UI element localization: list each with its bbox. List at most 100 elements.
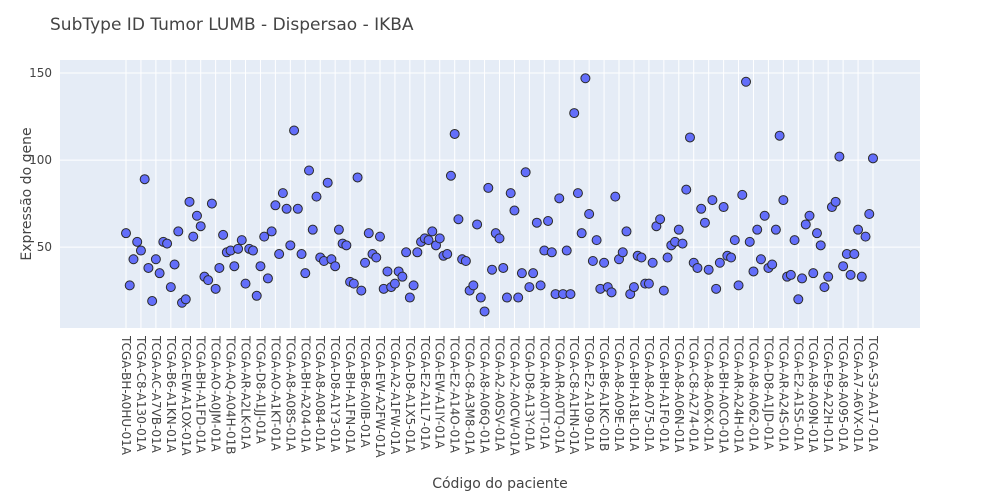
point: [699, 217, 710, 228]
point: [778, 195, 789, 206]
point: [864, 209, 875, 220]
point: [535, 280, 546, 291]
point: [240, 278, 251, 289]
point: [453, 214, 464, 225]
y-axis-title: Expressão do gene: [19, 127, 35, 260]
point: [718, 202, 729, 213]
point: [853, 224, 864, 235]
point: [169, 259, 180, 270]
point: [516, 268, 527, 279]
x-tick-label: TCGA-D8-A1X5-01A: [403, 335, 417, 454]
point: [259, 231, 270, 242]
point: [729, 235, 740, 246]
point: [296, 249, 307, 260]
plot-area: [60, 60, 920, 328]
point: [811, 228, 822, 239]
point: [554, 193, 565, 204]
point: [154, 268, 165, 279]
chart-title: SubType ID Tumor LUMB - Dispersao - IKBA: [50, 15, 414, 35]
point: [733, 280, 744, 291]
point: [374, 231, 385, 242]
x-tick-label: TCGA-BH-A1F0-01A: [657, 335, 671, 452]
x-tick-label: TCGA-AO-A1KT-01A: [268, 335, 282, 452]
point: [472, 219, 483, 230]
point: [501, 292, 512, 303]
point: [229, 261, 240, 272]
point: [804, 210, 815, 221]
x-tick-label: TCGA-A8-A09E-01A: [612, 335, 626, 452]
point: [449, 128, 460, 139]
point: [255, 261, 266, 272]
x-tick-label: TCGA-A8-A084-01A: [313, 335, 327, 452]
point: [150, 254, 161, 265]
x-tick-label: TCGA-EW-A1IY-01A: [433, 335, 447, 449]
point: [684, 132, 695, 143]
point: [341, 240, 352, 251]
point: [703, 264, 714, 275]
point: [128, 254, 139, 265]
point: [483, 182, 494, 193]
point: [236, 235, 247, 246]
x-tick-label: TCGA-A8-A06N-01A: [672, 335, 686, 453]
point: [797, 273, 808, 284]
x-tick-label: TCGA-BH-A18L-01A: [627, 335, 641, 452]
x-tick-label: TCGA-D8-A1JJ-01A: [253, 335, 267, 445]
point: [849, 249, 860, 260]
point: [210, 283, 221, 294]
point: [692, 262, 703, 273]
x-tick-label: TCGA-S3-AA17-01A: [866, 335, 880, 453]
point: [591, 235, 602, 246]
point: [531, 217, 542, 228]
x-tick-label: TCGA-AR-A0TT-01A: [537, 335, 551, 450]
point: [815, 240, 826, 251]
point: [774, 130, 785, 141]
point: [808, 268, 819, 279]
point: [270, 200, 281, 211]
point: [389, 278, 400, 289]
point: [677, 238, 688, 249]
point: [360, 257, 371, 268]
x-tick-label: TCGA-D8-A1Y3-01A: [328, 335, 342, 453]
point: [528, 268, 539, 279]
point: [404, 292, 415, 303]
point: [371, 252, 382, 263]
point: [307, 224, 318, 235]
point: [726, 252, 737, 263]
x-tick-label: TCGA-B6-A1KC-01B: [597, 335, 611, 451]
y-tick-label: 150: [29, 66, 52, 80]
x-tick-label: TCGA-A2-A0SV-01A: [493, 335, 507, 452]
point: [434, 233, 445, 244]
point: [580, 73, 591, 84]
point: [382, 266, 393, 277]
x-tick-label: TCGA-A8-A09N-01A: [806, 335, 820, 453]
point: [662, 252, 673, 263]
point: [628, 282, 639, 293]
x-tick-label: TCGA-A8-A095-01A: [836, 335, 850, 452]
point: [356, 285, 367, 296]
point: [755, 254, 766, 265]
point: [412, 247, 423, 258]
x-tick-label: TCGA-AC-A7VB-01A: [149, 335, 163, 454]
point: [546, 247, 557, 258]
x-tick-label: TCGA-BH-A1FD-01A: [194, 335, 208, 454]
point: [289, 125, 300, 136]
point: [838, 261, 849, 272]
x-tick-label: TCGA-E2-A14O-01A: [448, 335, 462, 454]
point: [707, 195, 718, 206]
x-tick-label: TCGA-E9-A22H-01A: [821, 335, 835, 453]
x-tick-label: TCGA-A8-A062-01A: [746, 335, 760, 452]
point: [505, 188, 516, 199]
x-tick-label: TCGA-B6-A0IB-01A: [358, 335, 372, 448]
point: [281, 203, 292, 214]
point: [427, 226, 438, 237]
x-axis-title: Código do paciente: [432, 476, 568, 492]
point: [658, 285, 669, 296]
point: [468, 280, 479, 291]
point: [767, 259, 778, 270]
point: [445, 170, 456, 181]
point: [572, 188, 583, 199]
point: [124, 280, 135, 291]
x-tick-label: TCGA-C8-A130-01A: [134, 335, 148, 452]
point: [759, 210, 770, 221]
point: [143, 262, 154, 273]
